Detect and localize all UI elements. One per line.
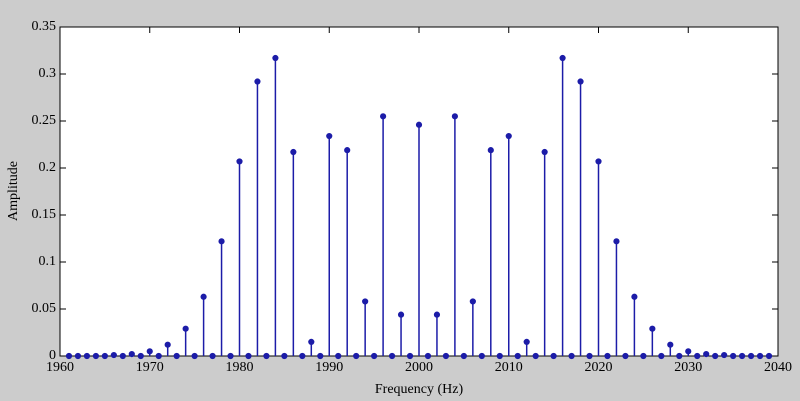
stem-marker — [101, 352, 108, 360]
stem-marker — [146, 348, 153, 355]
stem-marker — [496, 352, 503, 360]
stem-marker — [577, 78, 584, 85]
stem-marker — [254, 78, 261, 85]
stem-marker — [406, 352, 414, 360]
stem-marker — [335, 352, 342, 360]
stem-marker — [317, 352, 324, 360]
stem-marker — [550, 352, 557, 360]
stem-marker — [424, 352, 432, 360]
stem-marker — [568, 352, 575, 360]
stem-marker — [415, 121, 423, 128]
stem-marker — [371, 352, 378, 360]
stem-marker — [667, 341, 674, 348]
stem-marker — [218, 238, 225, 245]
stem-marker — [74, 352, 82, 360]
y-tick-label: 0.1 — [39, 254, 57, 269]
x-tick-label: 1990 — [315, 360, 343, 375]
stem-marker — [344, 147, 351, 154]
stem-marker — [694, 352, 701, 360]
stem-marker — [353, 352, 360, 360]
stem-marker — [137, 352, 144, 360]
stem-marker — [685, 348, 692, 355]
y-tick-label: 0.05 — [32, 301, 57, 316]
stem-marker — [299, 352, 306, 360]
stem-marker — [487, 147, 494, 154]
stem-marker — [326, 132, 333, 140]
stem-marker — [380, 113, 387, 120]
stem-marker — [622, 352, 629, 360]
stem-marker — [182, 325, 189, 332]
y-tick-label: 0.25 — [32, 113, 57, 128]
stem-marker — [362, 298, 369, 305]
stem-marker — [460, 352, 467, 360]
stem-marker — [559, 54, 566, 62]
stem-marker — [586, 352, 593, 360]
stem-marker — [505, 132, 512, 140]
y-tick-label: 0.35 — [32, 19, 57, 34]
stem-marker — [245, 352, 252, 360]
stem-marker — [209, 352, 216, 360]
stem-marker — [164, 341, 171, 348]
x-tick-label: 2000 — [405, 360, 433, 375]
y-tick-label: 0.15 — [32, 207, 57, 222]
stem-marker — [541, 148, 548, 156]
stem-marker — [388, 352, 396, 360]
stem-marker — [631, 293, 638, 300]
stem-marker — [658, 352, 665, 360]
y-tick-label: 0.2 — [39, 160, 57, 175]
x-tick-label: 2030 — [674, 360, 702, 375]
stem-marker — [308, 338, 315, 345]
stem-marker — [92, 352, 100, 360]
x-axis-label: Frequency (Hz) — [375, 382, 464, 397]
stem-marker — [640, 352, 647, 360]
stem-marker — [227, 352, 234, 360]
stem-marker — [712, 352, 719, 360]
stem-marker — [290, 148, 297, 156]
stem-marker — [649, 325, 656, 332]
stem-marker — [514, 352, 521, 360]
stem-marker — [65, 352, 73, 360]
stem-marker — [128, 351, 135, 358]
stem-marker — [756, 352, 764, 360]
stem-marker — [676, 352, 683, 360]
stem-marker — [272, 54, 279, 62]
stem-marker — [281, 352, 288, 360]
stem-marker — [469, 298, 476, 305]
x-tick-label: 2010 — [495, 360, 523, 375]
stem-marker — [532, 352, 539, 360]
y-axis-label: Amplitude — [6, 161, 21, 221]
stem-marker — [523, 338, 530, 345]
x-tick-label: 2040 — [764, 360, 792, 375]
stem-marker — [397, 311, 405, 318]
stem-marker — [703, 351, 710, 358]
x-tick-label: 1980 — [226, 360, 254, 375]
stem-marker — [433, 311, 441, 318]
stem-marker — [595, 158, 602, 165]
stem-marker — [747, 352, 755, 360]
stem-marker — [478, 352, 485, 360]
stem-marker — [613, 238, 620, 245]
stem-marker — [721, 351, 728, 359]
stem-marker — [451, 113, 458, 120]
y-tick-label: 0.3 — [39, 66, 57, 81]
x-tick-label: 2020 — [585, 360, 613, 375]
stem-marker — [83, 352, 91, 360]
stem-marker — [236, 158, 243, 165]
y-tick-label: 0 — [49, 348, 56, 363]
stem-marker — [739, 352, 746, 360]
stem-marker — [155, 352, 162, 360]
stem-marker — [119, 352, 126, 360]
stem-marker — [263, 352, 270, 360]
stem-marker — [200, 293, 207, 300]
stem-marker — [604, 352, 611, 360]
stem-marker — [765, 352, 773, 360]
x-tick-label: 1970 — [136, 360, 164, 375]
stem-marker — [442, 352, 450, 360]
stem-marker — [191, 352, 198, 360]
stem-marker — [730, 352, 737, 360]
stem-marker — [110, 351, 117, 359]
stem-marker — [173, 352, 180, 360]
x-tick-label: 1960 — [46, 360, 74, 375]
